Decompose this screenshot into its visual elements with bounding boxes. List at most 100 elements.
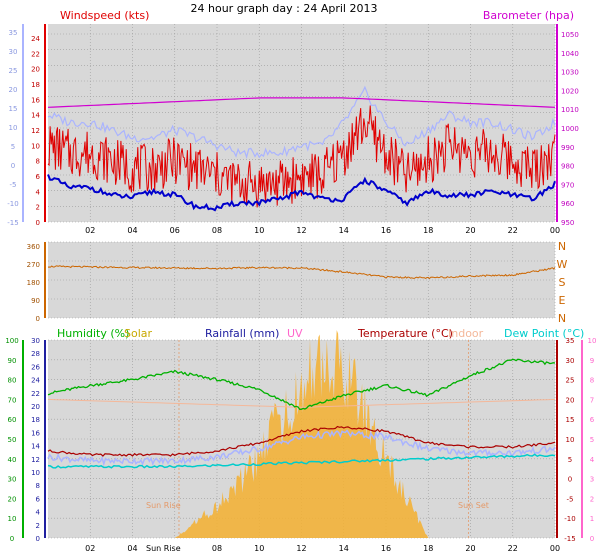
wind-x-tick-02: 02: [85, 226, 95, 235]
windspeed-label: Windspeed (kts): [60, 9, 149, 22]
chart-title: 24 hour graph day : 24 April 2013: [191, 2, 378, 15]
humidity-tick-10: 10: [8, 515, 17, 523]
temperature-tick-10: 10: [566, 436, 575, 444]
climate-x-tick-14: 14: [339, 544, 349, 553]
windspeed-tick-20: 20: [31, 66, 40, 74]
barometer-tick-1030: 1030: [561, 69, 579, 77]
windspeed-tick-0: 0: [36, 219, 40, 227]
windspeed-tick-12: 12: [31, 127, 40, 135]
wind-x-tick-04: 04: [127, 226, 137, 235]
temperature-label: Temperature (°C): [357, 327, 453, 340]
wind-outer-tick--10: -10: [7, 200, 18, 208]
dewpoint-series-line: [47, 453, 556, 469]
barometer-tick-970: 970: [561, 181, 574, 189]
climate-x-tick-12: 12: [296, 544, 306, 553]
windspeed-tick-2: 2: [36, 204, 40, 212]
rainfall-tick-10: 10: [31, 469, 40, 477]
humidity-tick-40: 40: [8, 456, 17, 464]
temperature-tick-35: 35: [566, 337, 575, 345]
rainfall-tick-22: 22: [31, 390, 40, 398]
apparent-temp-series-line: [47, 429, 556, 467]
solar-area: [174, 330, 429, 538]
rainfall-tick-18: 18: [31, 416, 40, 424]
windspeed-tick-14: 14: [31, 112, 40, 120]
climate-x-tick-18: 18: [423, 544, 433, 553]
direction-compass-0: N: [558, 240, 566, 253]
barometer-tick-1050: 1050: [561, 31, 579, 39]
barometer-tick-990: 990: [561, 144, 574, 152]
temperature-tick--10: -10: [564, 515, 575, 523]
humidity-tick-60: 60: [8, 416, 17, 424]
wind-outer-tick--5: -5: [10, 181, 17, 189]
wind-x-tick-18: 18: [423, 226, 433, 235]
wind-x-tick-10: 10: [254, 226, 264, 235]
climate-x-tick-02: 02: [85, 544, 95, 553]
uv-tick-7: 7: [590, 396, 594, 404]
windspeed-series-line: [47, 105, 556, 208]
temperature-tick--15: -15: [564, 535, 575, 543]
plot-layer: -15-10-505101520253035024681012141618202…: [5, 24, 596, 553]
wind-outer-tick-10: 10: [9, 124, 18, 132]
barometer-series-line: [47, 97, 556, 108]
rainfall-tick-28: 28: [31, 350, 40, 358]
direction-tick-270: 270: [27, 261, 40, 269]
wind-outer-tick--15: -15: [7, 219, 18, 227]
rainfall-tick-30: 30: [31, 337, 40, 345]
barometer-label: Barometer (hpa): [483, 9, 574, 22]
uv-label: UV: [287, 327, 303, 340]
wind-outer-tick-0: 0: [11, 162, 15, 170]
rainfall-label: Rainfall (mm): [205, 327, 279, 340]
wind-x-tick-00: 00: [550, 226, 560, 235]
humidity-tick-70: 70: [8, 396, 17, 404]
windspeed-tick-8: 8: [36, 158, 40, 166]
wind-x-tick-16: 16: [381, 226, 391, 235]
windspeed-tick-22: 22: [31, 50, 40, 58]
wind-x-tick-14: 14: [339, 226, 349, 235]
wind-outer-tick-25: 25: [9, 67, 18, 75]
barometer-tick-1010: 1010: [561, 106, 579, 114]
rainfall-tick-6: 6: [36, 495, 41, 503]
barometer-tick-980: 980: [561, 163, 574, 171]
direction-compass-3: E: [559, 294, 566, 307]
barometer-tick-960: 960: [561, 200, 574, 208]
humidity-tick-20: 20: [8, 495, 17, 503]
direction-tick-90: 90: [31, 297, 40, 305]
climate-x-tick-22: 22: [508, 544, 518, 553]
temperature-tick-20: 20: [566, 396, 575, 404]
barometer-tick-1040: 1040: [561, 50, 579, 58]
direction-compass-2: S: [559, 276, 566, 289]
wind-outer-tick-5: 5: [11, 143, 15, 151]
wind-outer-tick-15: 15: [9, 105, 18, 113]
climate-x-tick-04: 04: [127, 544, 137, 553]
wind-outer-tick-30: 30: [9, 48, 18, 56]
uv-tick-9: 9: [590, 357, 594, 365]
uv-tick-6: 6: [590, 416, 595, 424]
wind-x-tick-22: 22: [508, 226, 518, 235]
wind-outer-tick-35: 35: [9, 29, 18, 37]
wind-x-tick-06: 06: [170, 226, 180, 235]
solar-label: Solar: [124, 327, 153, 340]
indoor-label: Indoor: [448, 327, 484, 340]
uv-tick-4: 4: [590, 456, 595, 464]
uv-tick-3: 3: [590, 476, 594, 484]
rainfall-tick-12: 12: [31, 456, 40, 464]
windspeed-tick-6: 6: [36, 173, 41, 181]
windspeed-tick-24: 24: [31, 35, 40, 43]
temperature-tick-0: 0: [568, 476, 572, 484]
windspeed-tick-10: 10: [31, 142, 40, 150]
temperature-tick-30: 30: [566, 357, 575, 365]
climate-x-tick-16: 16: [381, 544, 391, 553]
direction-series-line: [47, 265, 556, 280]
temperature-series-line: [47, 425, 556, 457]
rainfall-tick-2: 2: [36, 522, 40, 530]
temperature-tick-5: 5: [568, 456, 572, 464]
rainfall-tick-0: 0: [36, 535, 40, 543]
direction-compass-4: N: [558, 312, 566, 325]
uv-tick-2: 2: [590, 495, 594, 503]
climate-x-tick-10: 10: [254, 544, 264, 553]
rainfall-tick-14: 14: [31, 443, 40, 451]
sunset-label: Sun Set: [458, 501, 489, 510]
wind-outer-tick-20: 20: [9, 86, 18, 94]
gust-series-line: [47, 85, 556, 160]
windspeed-tick-4: 4: [36, 188, 41, 196]
